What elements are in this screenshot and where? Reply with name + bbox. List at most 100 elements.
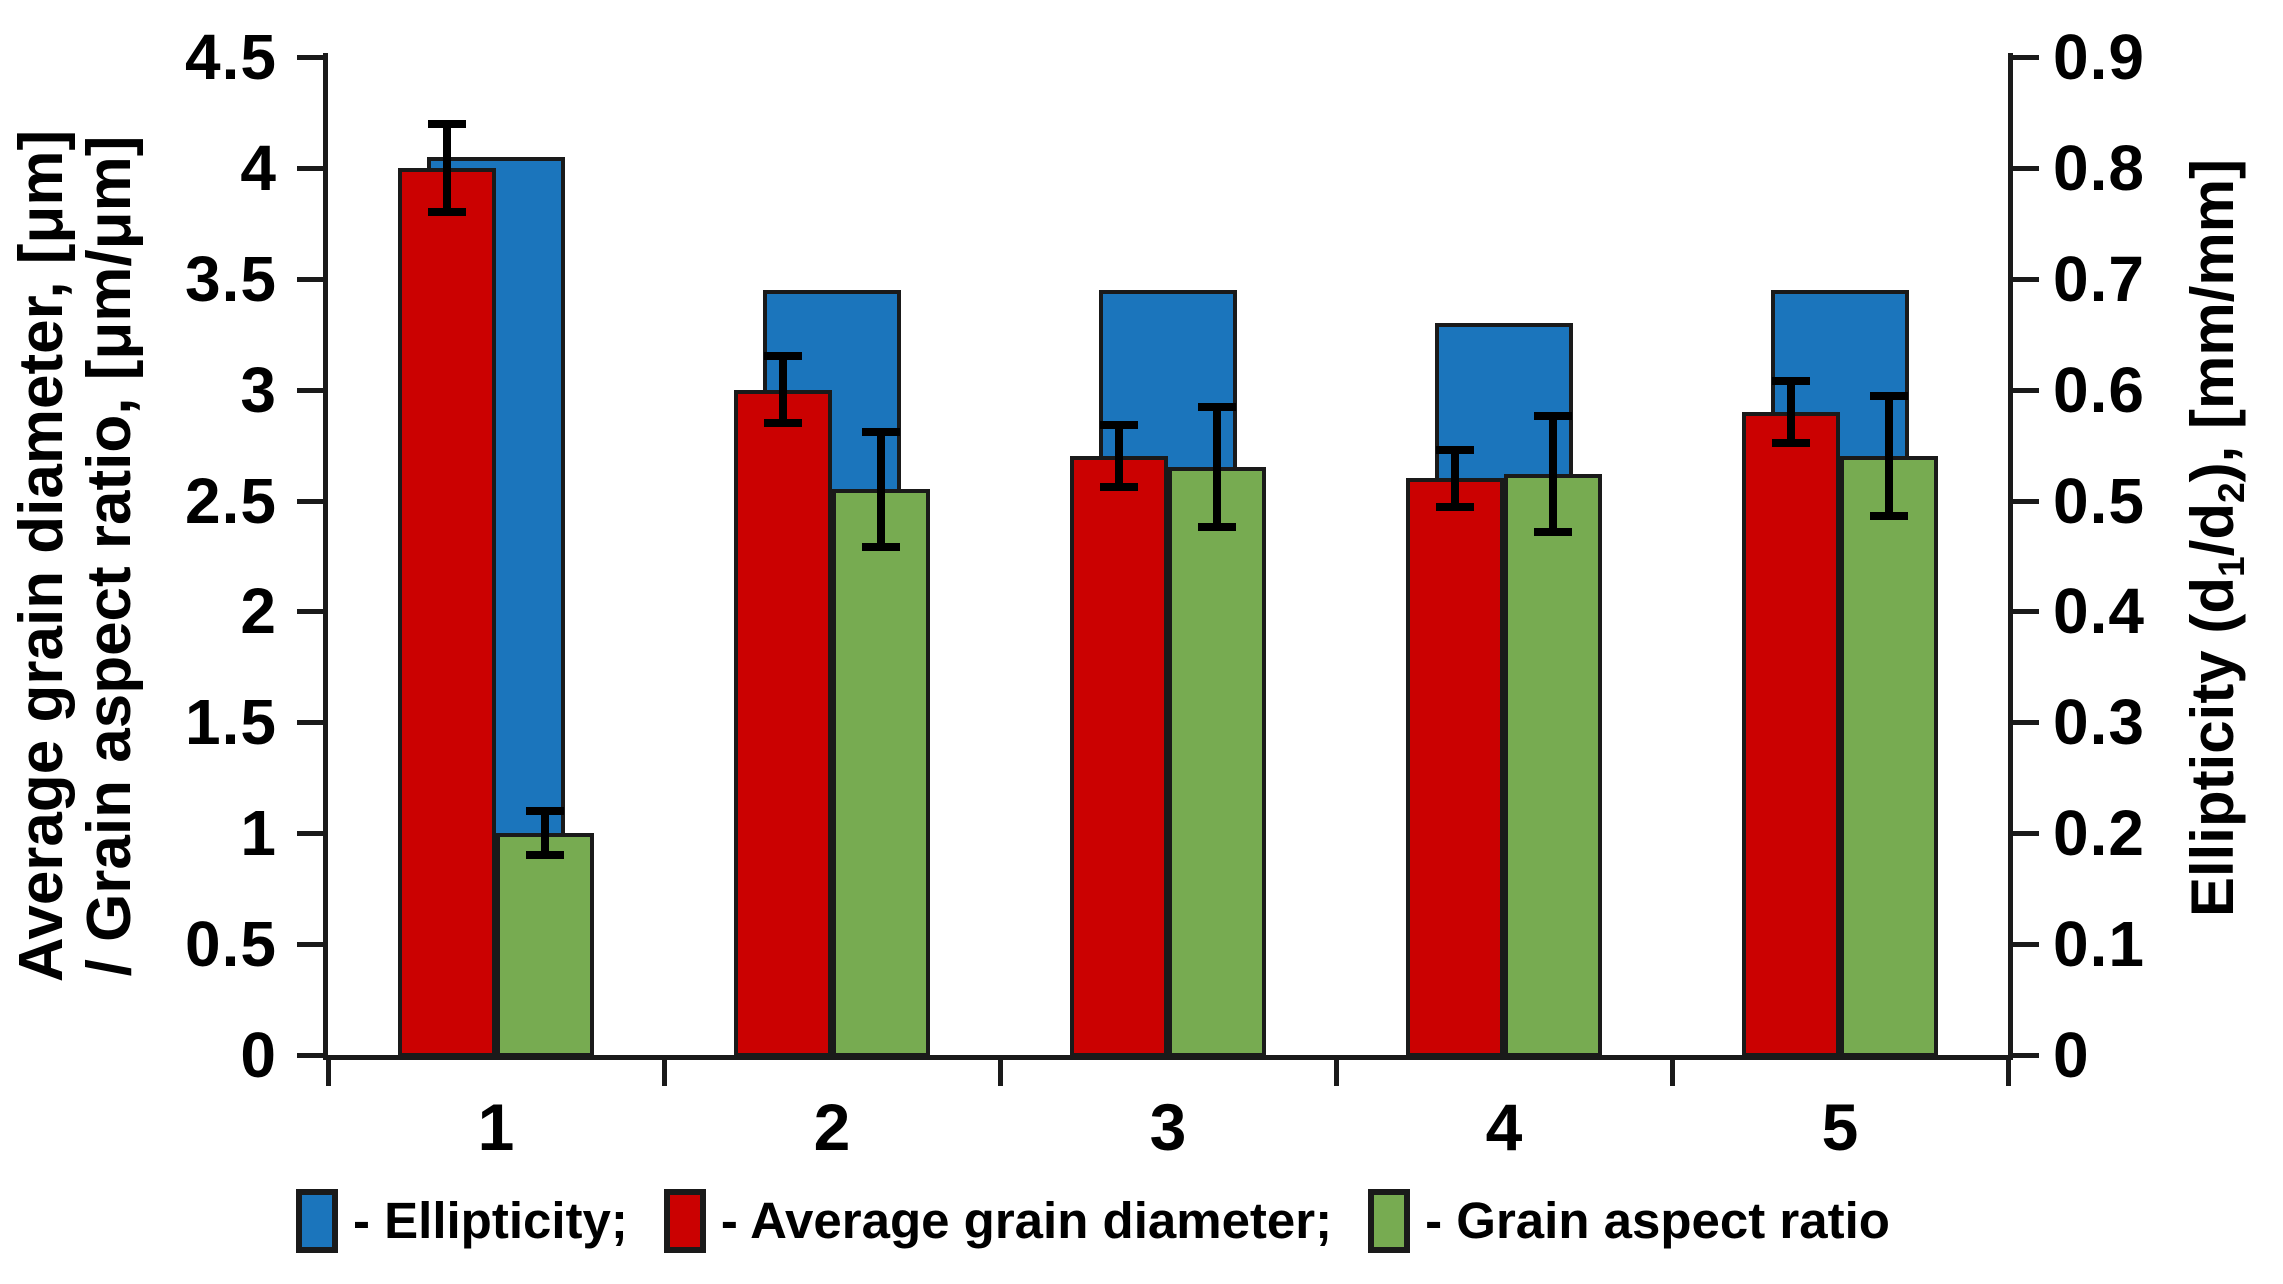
left-axis-tick-label: 1.5 xyxy=(185,686,277,759)
error-bar-grain-aspect-ratio-3-cap-bottom xyxy=(1198,523,1236,532)
error-bar-grain-aspect-ratio-1-cap-bottom xyxy=(526,851,564,860)
error-bar-grain-aspect-ratio-3-cap-top xyxy=(1198,403,1236,412)
x-axis-tick xyxy=(662,1060,667,1086)
right-axis-title-mid: /d xyxy=(2178,503,2246,557)
left-axis-tick-label: 4 xyxy=(240,131,277,204)
right-axis-tick-label: 0.5 xyxy=(2053,464,2145,537)
right-axis-title-sub1: 1 xyxy=(2210,556,2253,578)
bar-average-grain-diameter-1 xyxy=(398,167,496,1057)
right-axis-tick-label: 0.3 xyxy=(2053,686,2145,759)
error-bar-average-grain-diameter-1-cap-top xyxy=(428,119,466,128)
right-axis-tick-label: 0.1 xyxy=(2053,908,2145,981)
right-axis-tick-label: 0.9 xyxy=(2053,21,2145,93)
right-axis-title-sub2: 2 xyxy=(2210,482,2253,503)
left-axis-line xyxy=(323,53,328,1060)
error-bar-grain-aspect-ratio-4-cap-bottom xyxy=(1534,527,1572,536)
left-axis-tick xyxy=(297,387,323,393)
left-axis-title-text: Average grain diameter, [μm] / Grain asp… xyxy=(7,129,144,983)
error-bar-average-grain-diameter-3-cap-top xyxy=(1100,421,1138,430)
right-axis-title-post: ), [mm/mm] xyxy=(2178,158,2246,483)
legend-label: - Ellipticity; xyxy=(353,1192,628,1249)
legend-label: - Average grain diameter; xyxy=(720,1192,1333,1249)
right-axis-tick-label: 0.7 xyxy=(2053,242,2145,315)
error-bar-grain-aspect-ratio-3 xyxy=(1213,407,1221,528)
right-axis-tick xyxy=(2013,942,2039,948)
bar-grain-aspect-ratio-1 xyxy=(496,833,594,1057)
x-axis-line xyxy=(323,1055,2013,1060)
error-bar-grain-aspect-ratio-2 xyxy=(877,431,885,548)
x-axis-category-label: 4 xyxy=(1485,1090,1523,1164)
error-bar-average-grain-diameter-5 xyxy=(1787,380,1795,443)
x-axis-category-label: 1 xyxy=(477,1090,515,1164)
legend-swatch xyxy=(1368,1189,1411,1253)
left-axis-tick xyxy=(297,831,323,837)
bar-average-grain-diameter-4 xyxy=(1406,478,1504,1057)
left-axis-tick-label: 1 xyxy=(240,797,277,870)
legend-label: - Grain aspect ratio xyxy=(1425,1192,1890,1249)
left-axis-tick-label: 0 xyxy=(240,1019,277,1091)
error-bar-average-grain-diameter-3 xyxy=(1115,425,1123,488)
error-bar-average-grain-diameter-2-cap-top xyxy=(764,352,802,361)
left-axis-tick xyxy=(297,609,323,615)
right-axis-tick-label: 0.8 xyxy=(2053,131,2145,204)
bar-grain-aspect-ratio-4 xyxy=(1504,473,1602,1057)
left-axis-tick-label: 0.5 xyxy=(185,908,277,981)
error-bar-grain-aspect-ratio-4-cap-top xyxy=(1534,412,1572,421)
left-axis-tick-label: 3 xyxy=(240,353,277,426)
left-axis-tick-label: 3.5 xyxy=(185,242,277,315)
left-axis-tick xyxy=(297,165,323,171)
legend-item: - Grain aspect ratio xyxy=(1368,1189,1890,1253)
error-bar-average-grain-diameter-5-cap-top xyxy=(1772,376,1810,385)
error-bar-average-grain-diameter-5-cap-bottom xyxy=(1772,438,1810,447)
bar-average-grain-diameter-2 xyxy=(734,389,832,1057)
left-axis-tick xyxy=(297,55,323,60)
right-axis-tick xyxy=(2013,165,2039,171)
left-axis-tick xyxy=(297,498,323,504)
right-axis-tick xyxy=(2013,55,2039,60)
right-axis-tick xyxy=(2013,1053,2039,1058)
error-bar-grain-aspect-ratio-2-cap-bottom xyxy=(862,543,900,552)
left-axis-title-line2: / Grain aspect ratio, [μm/μm] xyxy=(75,135,144,977)
error-bar-average-grain-diameter-4-cap-bottom xyxy=(1436,503,1474,512)
left-axis-tick xyxy=(297,942,323,948)
right-axis-tick xyxy=(2013,609,2039,615)
bar-average-grain-diameter-3 xyxy=(1070,456,1168,1057)
right-axis-tick xyxy=(2013,498,2039,504)
right-axis-tick-label: 0.6 xyxy=(2053,353,2145,426)
legend-item: - Average grain diameter; xyxy=(663,1189,1333,1253)
error-bar-grain-aspect-ratio-5-cap-bottom xyxy=(1870,512,1908,521)
error-bar-average-grain-diameter-1 xyxy=(443,123,451,213)
legend-swatch xyxy=(663,1189,706,1253)
x-axis-tick xyxy=(326,1060,331,1086)
left-axis-tick-label: 2 xyxy=(240,575,277,648)
bar-grain-aspect-ratio-3 xyxy=(1168,467,1266,1057)
left-axis-tick xyxy=(297,1053,323,1058)
error-bar-grain-aspect-ratio-1 xyxy=(541,811,549,856)
right-axis-tick xyxy=(2013,387,2039,393)
error-bar-average-grain-diameter-1-cap-bottom xyxy=(428,208,466,217)
left-axis-title-line1: Average grain diameter, [μm] xyxy=(7,129,76,983)
error-bar-average-grain-diameter-2 xyxy=(779,356,787,423)
right-axis-title-text: Ellipticity (d1/d2), [mm/mm] xyxy=(2178,158,2263,918)
error-bar-grain-aspect-ratio-5 xyxy=(1885,396,1893,517)
legend-swatch xyxy=(296,1189,338,1253)
legend-item: - Ellipticity; xyxy=(296,1189,628,1253)
x-axis-tick xyxy=(1334,1060,1339,1086)
error-bar-grain-aspect-ratio-1-cap-top xyxy=(526,807,564,816)
bar-grain-aspect-ratio-2 xyxy=(832,489,930,1057)
x-axis-tick xyxy=(1670,1060,1675,1086)
right-axis-tick-label: 0.4 xyxy=(2053,575,2145,648)
right-axis-title-pre: Ellipticity (d xyxy=(2178,577,2246,918)
legend: - Ellipticity; - Average grain diameter; -… xyxy=(296,1186,1890,1256)
right-axis-tick xyxy=(2013,831,2039,837)
right-axis-tick-label: 0 xyxy=(2053,1019,2090,1091)
error-bar-grain-aspect-ratio-5-cap-top xyxy=(1870,392,1908,401)
error-bar-average-grain-diameter-3-cap-bottom xyxy=(1100,483,1138,492)
right-axis-tick-label: 0.2 xyxy=(2053,797,2145,870)
left-axis-tick-label: 4.5 xyxy=(185,21,277,93)
error-bar-grain-aspect-ratio-4 xyxy=(1549,416,1557,532)
x-axis-tick xyxy=(998,1060,1003,1086)
x-axis-category-label: 5 xyxy=(1821,1090,1859,1164)
